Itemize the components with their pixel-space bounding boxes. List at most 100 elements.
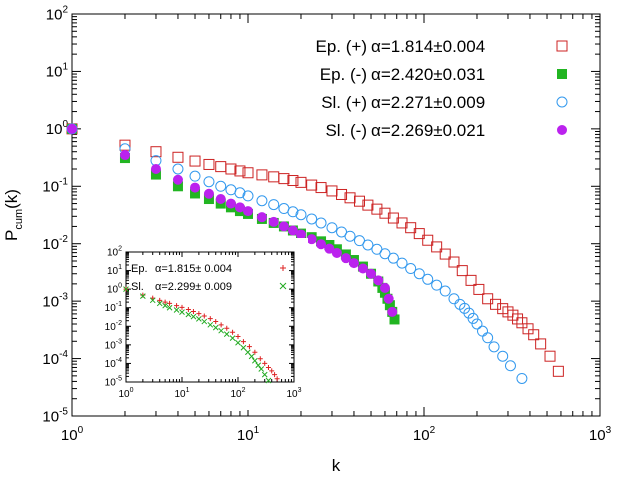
data-point bbox=[258, 366, 265, 372]
data-point bbox=[246, 344, 252, 350]
data-point bbox=[189, 170, 201, 182]
data-point bbox=[162, 302, 168, 309]
data-point bbox=[179, 304, 185, 310]
data-point bbox=[316, 239, 327, 250]
data-point bbox=[295, 176, 307, 188]
data-point bbox=[203, 158, 215, 170]
data-point bbox=[235, 339, 241, 346]
data-point bbox=[353, 235, 365, 247]
data-point bbox=[257, 356, 263, 362]
data-point bbox=[265, 377, 272, 384]
y-tick-label: 10-4 bbox=[42, 349, 68, 368]
data-point bbox=[203, 194, 214, 205]
data-point bbox=[278, 173, 290, 185]
data-point bbox=[215, 194, 226, 205]
data-point bbox=[179, 309, 185, 315]
data-point bbox=[371, 203, 383, 215]
data-point bbox=[67, 123, 77, 134]
inset-legend-marker bbox=[280, 265, 286, 271]
data-point bbox=[196, 311, 202, 317]
legend-marker bbox=[556, 40, 568, 52]
main-axis-ticks bbox=[71, 13, 601, 417]
data-point bbox=[262, 360, 268, 366]
data-point bbox=[522, 323, 534, 335]
series-main-2 bbox=[66, 123, 528, 384]
data-point bbox=[344, 230, 356, 242]
data-point bbox=[243, 206, 253, 217]
y-tick-label: 101 bbox=[46, 62, 69, 81]
data-point bbox=[252, 349, 258, 355]
data-point bbox=[315, 217, 327, 229]
data-point bbox=[150, 146, 162, 158]
data-point bbox=[225, 184, 237, 196]
data-point bbox=[213, 319, 219, 325]
data-point bbox=[467, 312, 479, 324]
data-point bbox=[278, 221, 289, 232]
inset-axis-ticks bbox=[125, 251, 295, 383]
data-point bbox=[269, 368, 275, 374]
data-point bbox=[185, 311, 192, 318]
data-point bbox=[504, 360, 516, 372]
data-point bbox=[306, 213, 318, 225]
data-point bbox=[242, 167, 254, 179]
legend-series-name: Sl. (-) bbox=[325, 121, 367, 140]
data-point bbox=[387, 306, 398, 317]
data-point bbox=[497, 350, 509, 362]
main-plot-frame bbox=[71, 13, 601, 417]
data-point bbox=[344, 192, 356, 204]
legend-series-name: Sl. (+) bbox=[321, 93, 367, 112]
data-point bbox=[225, 163, 237, 175]
data-point bbox=[172, 174, 183, 185]
series-main-0 bbox=[66, 123, 564, 377]
main-y-tick-labels: 10-5 10-4 10-3 10-2 10-1 100 101 102 bbox=[42, 4, 68, 425]
data-point bbox=[201, 313, 207, 319]
main-data-points bbox=[66, 123, 564, 384]
data-point bbox=[295, 229, 306, 240]
data-point bbox=[422, 234, 434, 246]
y-axis-label: Pcum(k) bbox=[2, 189, 25, 241]
data-point bbox=[422, 273, 434, 285]
y-tick-label: 102 bbox=[46, 4, 69, 23]
data-point bbox=[287, 225, 298, 236]
x-tick-label: 101 bbox=[237, 425, 260, 444]
data-point bbox=[218, 322, 224, 328]
data-point bbox=[405, 222, 417, 234]
data-point bbox=[240, 339, 246, 345]
data-point bbox=[482, 293, 494, 305]
data-point bbox=[162, 299, 168, 305]
data-point bbox=[431, 241, 443, 253]
y-tick-label: 10-1 bbox=[42, 177, 68, 196]
data-point bbox=[448, 293, 460, 305]
inset-legend-series-alpha: α=1.815± 0.004 bbox=[155, 263, 232, 275]
data-point bbox=[413, 268, 425, 280]
data-point bbox=[256, 169, 268, 181]
data-point bbox=[326, 185, 338, 197]
data-point bbox=[223, 331, 230, 337]
data-point bbox=[234, 202, 245, 213]
inset-legend-series-alpha: α=2.299± 0.009 bbox=[155, 281, 232, 293]
data-point bbox=[203, 188, 214, 199]
inset-legend-series-name: Ep. bbox=[131, 263, 148, 275]
data-point bbox=[149, 297, 156, 304]
data-point bbox=[389, 314, 400, 325]
data-point bbox=[295, 209, 307, 221]
data-point bbox=[336, 188, 348, 200]
series-main-3 bbox=[67, 123, 398, 317]
data-point bbox=[235, 334, 241, 340]
inset-data-points bbox=[123, 286, 280, 384]
data-point bbox=[535, 338, 547, 350]
data-point bbox=[185, 307, 191, 313]
data-point bbox=[218, 327, 224, 334]
data-point bbox=[225, 198, 236, 209]
x-tick-label: 103 bbox=[589, 425, 612, 444]
legend-series-name: Ep. (-) bbox=[320, 65, 367, 84]
data-point bbox=[384, 300, 395, 311]
data-point bbox=[234, 165, 246, 177]
data-point bbox=[201, 318, 208, 325]
data-point bbox=[516, 317, 528, 329]
inset-legend: Ep. α=1.815± 0.004 Sl. α=2.299± 0.009 bbox=[131, 263, 287, 293]
data-point bbox=[242, 190, 254, 202]
data-point bbox=[326, 222, 338, 234]
data-point bbox=[230, 329, 236, 335]
